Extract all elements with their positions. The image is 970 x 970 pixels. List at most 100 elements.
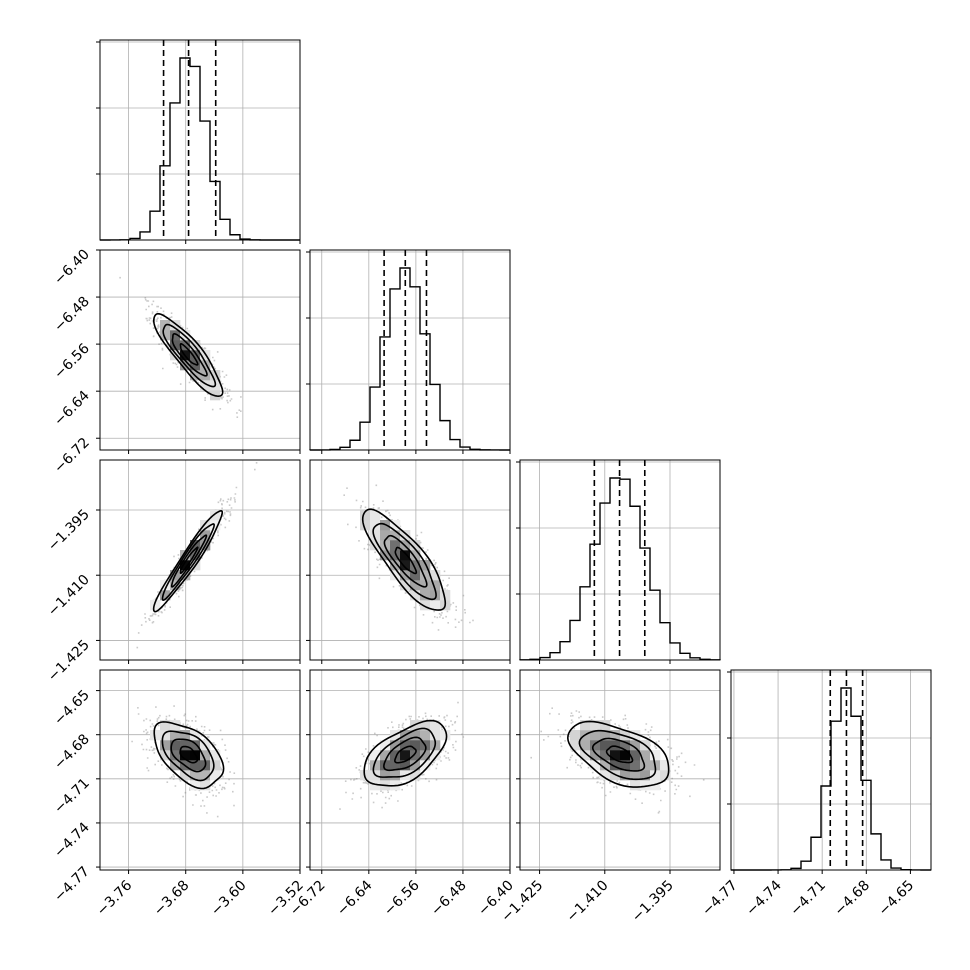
density-cell — [430, 570, 441, 581]
density-cell — [170, 320, 181, 331]
density-cell — [600, 750, 611, 761]
panel-frame — [519, 669, 721, 871]
density-cell — [370, 510, 381, 521]
panel-frame — [730, 669, 932, 871]
density-cell — [410, 570, 421, 581]
density-cell — [410, 750, 421, 761]
density-cell — [180, 740, 191, 751]
density-cell — [650, 750, 661, 761]
density-cell — [640, 760, 651, 771]
contour-line — [363, 719, 448, 787]
density-cell — [580, 740, 591, 751]
contour-line — [566, 720, 670, 788]
contour-line — [161, 730, 215, 782]
density-cell — [630, 750, 641, 761]
contour-line — [394, 546, 418, 575]
density-cell — [380, 760, 391, 771]
panel-frame — [309, 249, 511, 451]
density-cell — [160, 750, 171, 761]
y-tick-label: −6.56 — [51, 341, 93, 383]
scatter-path — [131, 705, 236, 818]
density-cell — [600, 770, 611, 781]
density-cell — [420, 760, 431, 771]
y-tick-label: −4.71 — [51, 775, 93, 817]
density-cell — [210, 370, 221, 381]
density-cell — [200, 380, 211, 391]
histogram-step — [309, 267, 510, 451]
density-cell — [600, 760, 611, 771]
x-tick-label: −3.60 — [208, 878, 250, 920]
x-tick-label: −4.77 — [699, 878, 741, 920]
density-cell — [590, 730, 601, 741]
y-tick-label: −1.395 — [45, 507, 93, 555]
density-cell — [610, 730, 621, 741]
panel-frame — [309, 459, 511, 661]
density-cell — [210, 520, 221, 531]
density-cell — [400, 750, 411, 761]
scatter-points — [131, 705, 236, 818]
density-cell — [420, 720, 431, 731]
density-cell — [410, 550, 421, 561]
density-cell — [180, 340, 191, 351]
density-cell — [630, 760, 641, 771]
density-cell — [600, 730, 611, 741]
density-cell — [190, 780, 201, 791]
density-cell — [210, 510, 221, 521]
density-cell — [630, 730, 641, 741]
panel-2-1 — [306, 459, 511, 664]
density-cell — [660, 760, 671, 771]
density-cell — [160, 580, 171, 591]
density-cell — [190, 730, 201, 741]
density-cell — [400, 740, 411, 751]
contour-line — [152, 509, 224, 613]
x-tick-label: −6.64 — [334, 877, 376, 919]
panel-3-2: −1.425 −1.410 −1.395 — [498, 669, 721, 925]
density-cell — [610, 750, 621, 761]
contour-line — [591, 737, 646, 772]
y-tick-label: −4.65 — [51, 687, 93, 729]
contour-line — [578, 729, 657, 781]
density-cell — [420, 600, 431, 611]
density-cell — [630, 780, 641, 791]
contour-line — [153, 721, 225, 790]
density-cell — [390, 750, 401, 761]
density-cell — [170, 740, 181, 751]
density-cell — [630, 740, 641, 751]
density-cell — [370, 540, 381, 551]
density-cell — [410, 730, 421, 741]
density-cell — [190, 550, 201, 561]
density-cell — [440, 730, 451, 741]
x-tick-label: −3.76 — [94, 877, 136, 919]
density-cell — [370, 750, 381, 761]
density-cell — [160, 730, 171, 741]
density-cells — [160, 320, 221, 401]
density-cell — [410, 740, 421, 751]
density-cell — [420, 590, 431, 601]
density-cell — [620, 750, 631, 761]
contour-line — [383, 736, 427, 772]
density-cell — [380, 750, 391, 761]
density-cell — [400, 560, 411, 571]
density-cell — [160, 720, 171, 731]
density-cell — [150, 600, 161, 611]
density-cell — [430, 600, 441, 611]
density-cell — [180, 750, 191, 761]
contour-line — [372, 727, 437, 778]
x-tick-label: −6.48 — [428, 878, 470, 920]
x-tick-label: −3.68 — [151, 878, 193, 920]
density-cell — [620, 770, 631, 781]
density-cell — [590, 750, 601, 761]
density-cell — [640, 780, 651, 791]
density-cell — [600, 720, 611, 731]
histogram-step — [100, 57, 300, 241]
contour-line — [161, 523, 215, 602]
density-cell — [210, 770, 221, 781]
density-cell — [420, 560, 431, 571]
panel-frame — [309, 669, 511, 871]
density-cell — [390, 550, 401, 561]
scatter-points — [339, 701, 465, 810]
density-cell — [430, 590, 441, 601]
histogram-step — [519, 477, 721, 661]
density-cell — [190, 340, 201, 351]
